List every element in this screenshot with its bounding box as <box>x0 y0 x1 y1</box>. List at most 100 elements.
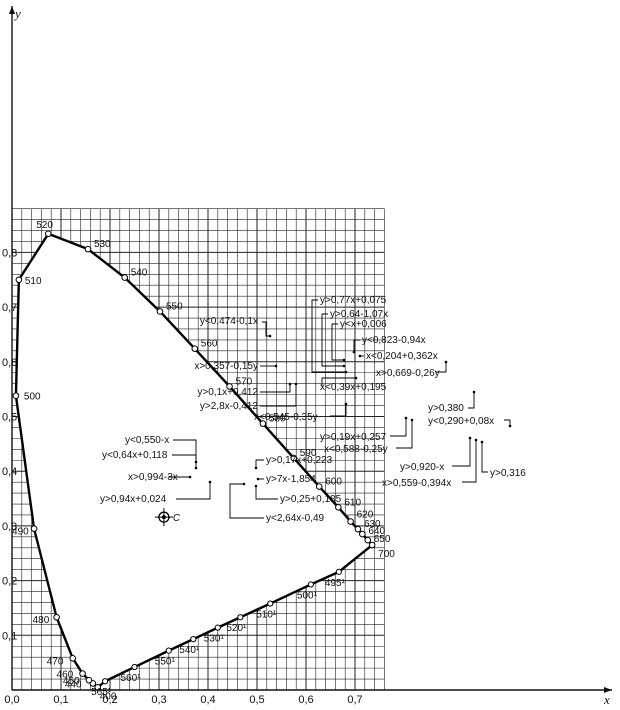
purple-line-label: 540¹ <box>179 645 200 656</box>
condition-label: y>0,77x+0,075 <box>320 295 387 306</box>
purple-line-label: 495¹ <box>325 578 346 589</box>
purple-line-label: 500¹ <box>297 590 318 601</box>
x-tick-label: 0,7 <box>347 694 362 706</box>
condition-label: y>0,380 <box>428 403 464 414</box>
condition-label: y<0,550-x <box>125 435 169 446</box>
purple-line-label: 565¹ <box>91 687 112 698</box>
x-tick-label: 0,5 <box>249 694 264 706</box>
leader-end <box>294 382 298 386</box>
purple-line-marker <box>267 600 274 607</box>
purple-line-label: 530¹ <box>204 634 225 645</box>
y-axis-arrow <box>9 6 15 14</box>
leader-end <box>208 480 212 484</box>
condition-label: x>0,669-0,26y <box>376 368 440 379</box>
condition-label: y<x+0,006 <box>340 319 387 330</box>
wavelength-marker <box>69 654 77 662</box>
x-tick-label: 0,4 <box>200 694 215 706</box>
wavelength-label: 600 <box>325 477 342 488</box>
x-axis-label: x <box>603 692 610 707</box>
condition-label: y>0,94x+0,024 <box>100 494 167 505</box>
leader-line <box>321 313 344 367</box>
leader-line <box>331 323 344 361</box>
x-tick-label: 0,2 <box>102 694 117 706</box>
wavelength-label: 620 <box>357 510 374 521</box>
wavelength-label: 450 <box>63 676 80 687</box>
leader-line <box>255 486 278 500</box>
wavelength-marker <box>79 670 86 677</box>
leader-end <box>472 390 476 394</box>
condition-label: x>0,994-3x <box>128 472 178 483</box>
wavelength-label: 490 <box>12 527 29 538</box>
leader-line <box>262 321 270 337</box>
leader-end <box>344 370 348 374</box>
condition-label: x<0,588-0,25y <box>324 444 388 455</box>
wavelength-label: 640 <box>368 526 385 537</box>
wavelength-marker <box>84 245 92 253</box>
leader-end <box>342 358 346 362</box>
leader-line <box>176 482 211 500</box>
condition-label: x>0,357-0,15y <box>194 361 258 372</box>
leader-line <box>260 384 291 393</box>
wavelength-marker <box>30 525 38 532</box>
condition-label: x>0,559-0,394x <box>382 478 451 489</box>
leader-line <box>311 299 346 373</box>
leader-line <box>462 440 477 483</box>
purple-line-marker <box>131 663 138 671</box>
purple-line-marker <box>237 614 244 621</box>
wavelength-label: 530 <box>94 239 111 250</box>
wavelength-marker <box>156 308 164 315</box>
wavelength-label: 650 <box>374 534 391 545</box>
condition-label: y>0,19x+0,257 <box>320 432 387 443</box>
wavelength-marker <box>15 276 23 284</box>
wavelength-label: 630 <box>364 519 381 530</box>
leader-end <box>256 477 260 481</box>
purple-line-marker <box>214 624 221 631</box>
leader-end <box>404 416 408 420</box>
wavelength-label: 570 <box>236 376 253 387</box>
wavelength-label: 480 <box>33 615 50 626</box>
condition-label: y<2,64x-0,49 <box>266 513 325 524</box>
leader-end <box>480 440 484 444</box>
leader-line <box>436 362 447 373</box>
leader-end <box>344 402 348 406</box>
purple-line-marker <box>165 647 172 654</box>
wavelength-label: 550 <box>166 301 183 312</box>
y-tick-label: 0,6 <box>2 357 17 369</box>
leader-line <box>481 442 488 473</box>
y-tick-label: 0,4 <box>2 466 17 478</box>
y-tick-label: 0,7 <box>2 302 17 314</box>
wavelength-marker <box>53 613 60 621</box>
leader-end <box>468 436 472 440</box>
wavelength-label: 500 <box>24 392 41 403</box>
leader-line <box>229 483 264 519</box>
leader-line <box>330 404 347 417</box>
y-tick-label: 0,1 <box>2 630 17 642</box>
condition-label: y>0,1x+0,412 <box>197 387 258 398</box>
purple-line-label: 550¹ <box>155 657 176 668</box>
wavelength-marker <box>121 274 128 281</box>
wavelength-label: 510 <box>25 276 42 287</box>
wavelength-label: 520 <box>36 220 53 231</box>
condition-label: y>2,8x-0,412 <box>200 401 259 412</box>
annotations: Cy<0,474-0,1x x>0,357-0,15y y>0,1x+0,412 y>… <box>100 295 526 527</box>
locus-outline <box>14 232 374 689</box>
condition-label: y>0,316 <box>490 468 526 479</box>
x-tick-label: 0,3 <box>151 694 166 706</box>
white-point-label: C <box>173 513 181 524</box>
leader-line <box>468 392 475 409</box>
leader-line <box>396 420 413 449</box>
purple-line-marker <box>190 636 197 643</box>
purple-line-marker <box>335 568 342 575</box>
x-tick-label: 0,1 <box>53 694 68 706</box>
condition-label: y>0,17x+0,223 <box>266 455 333 466</box>
wavelength-marker <box>359 530 366 538</box>
wavelength-label: 610 <box>344 497 361 508</box>
condition-label: x<0,204+0,362x <box>366 351 438 362</box>
condition-label: y>0,920-x <box>400 462 444 473</box>
leader-end <box>354 376 358 380</box>
leader-line <box>172 454 197 468</box>
x-axis-arrow <box>604 687 612 693</box>
condition-label: x<0,545-0,35y <box>254 412 318 423</box>
wavelength-marker <box>191 345 199 352</box>
x-tick-label: 0,0 <box>4 694 19 706</box>
